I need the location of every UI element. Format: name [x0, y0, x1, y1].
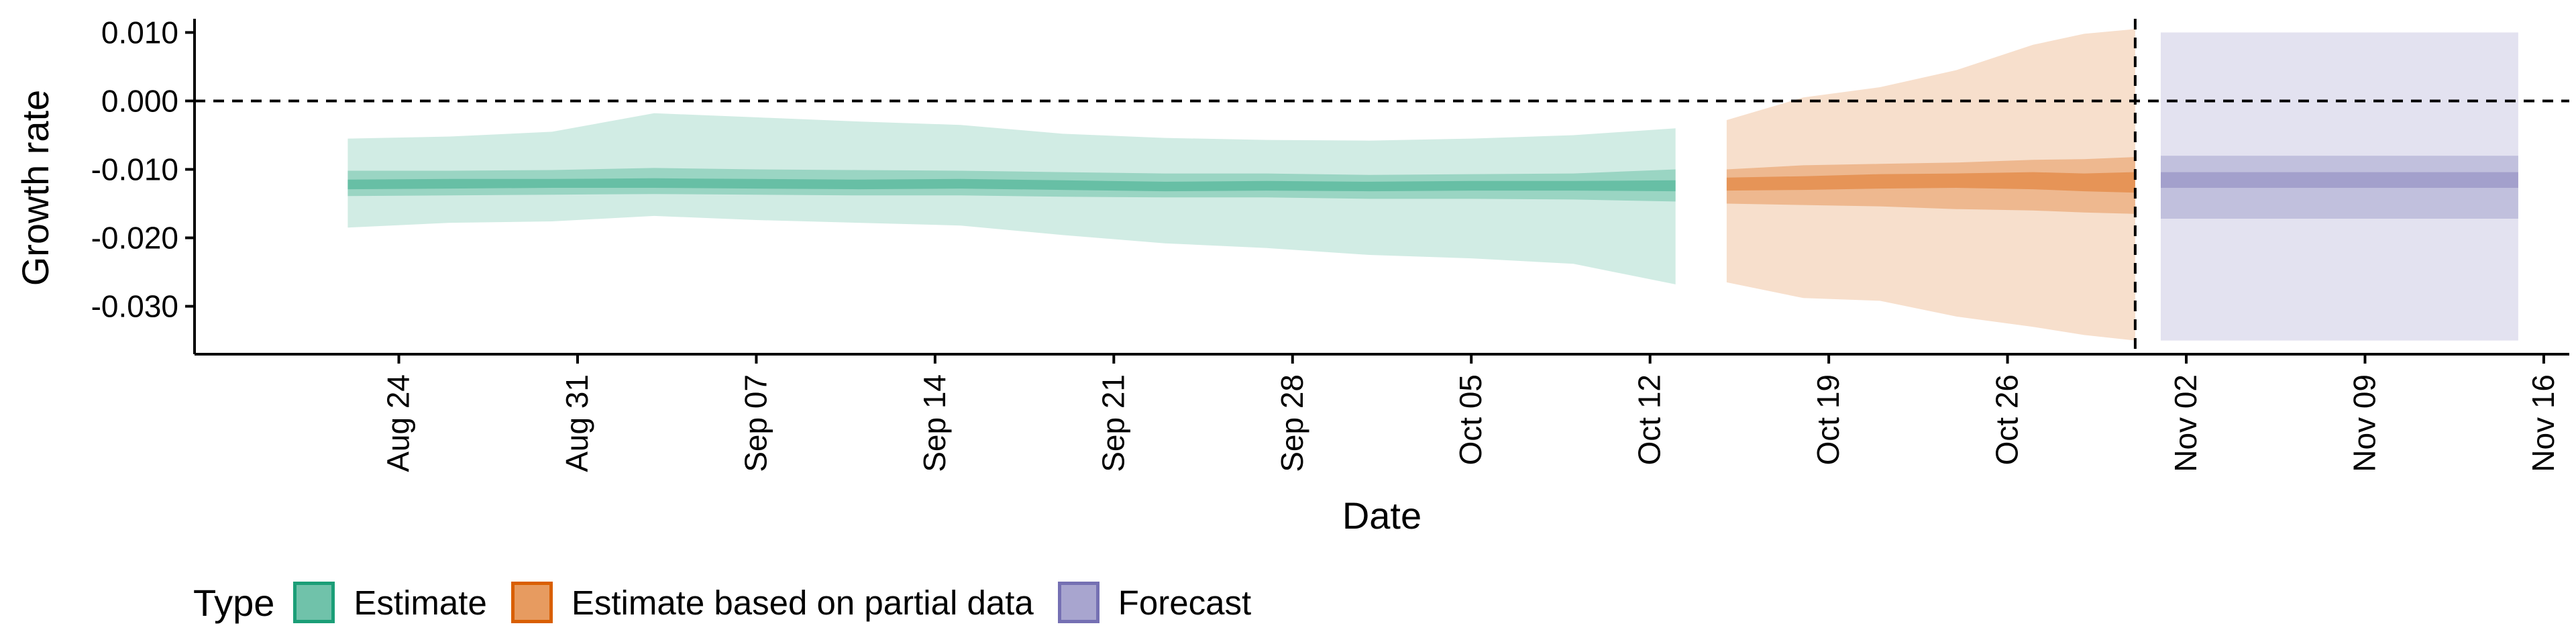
x-tick-label: Nov 02	[2168, 374, 2203, 472]
axes: -0.030 -0.020 -0.010 0.000 0.010 Aug 24 Aug 31…	[91, 15, 2569, 472]
legend-label-partial: Estimate based on partial data	[571, 583, 1034, 622]
y-axis-label: Growth rate	[14, 90, 56, 286]
x-tick-label: Sep 28	[1275, 374, 1309, 472]
x-tick-label: Oct 26	[1990, 374, 2025, 466]
band-90-series-1	[1726, 29, 2135, 341]
legend-item-forecast: Forecast	[1057, 582, 1252, 623]
legend-label-estimate: Estimate	[354, 583, 487, 622]
x-tick-label: Oct 12	[1632, 374, 1667, 466]
x-tick-label: Nov 16	[2526, 374, 2561, 472]
band-90-series-0	[347, 113, 1676, 284]
y-tick-label: 0.010	[101, 15, 178, 50]
band-20-series-2	[2161, 172, 2518, 188]
y-tick-label: -0.020	[91, 221, 178, 256]
legend: Type Estimate Estimate based on partial …	[193, 578, 1275, 627]
x-tick-label: Aug 31	[559, 374, 594, 472]
x-tick-label: Oct 05	[1453, 374, 1488, 466]
band-50-series-0	[347, 168, 1676, 202]
x-tick-label: Aug 24	[381, 374, 416, 472]
band-90-series-2	[2161, 32, 2518, 341]
legend-item-partial: Estimate based on partial data	[511, 582, 1034, 623]
x-axis-label: Date	[1342, 494, 1421, 537]
legend-item-estimate: Estimate	[293, 582, 487, 623]
x-tick-label: Oct 19	[1811, 374, 1845, 466]
y-tick-label: -0.030	[91, 289, 178, 324]
x-tick-label: Nov 09	[2347, 374, 2381, 472]
y-tick-label: -0.010	[91, 152, 178, 186]
band-50-series-2	[2161, 156, 2518, 219]
x-tick-label: Sep 07	[738, 374, 773, 472]
legend-key-forecast	[1057, 582, 1099, 623]
y-tick-label: 0.000	[101, 83, 178, 118]
legend-title: Type	[193, 581, 275, 624]
x-tick-label: Sep 21	[1095, 374, 1130, 472]
legend-key-estimate	[293, 582, 335, 623]
band-20-series-1	[1726, 172, 2135, 193]
legend-label-forecast: Forecast	[1118, 583, 1252, 622]
reference-lines	[195, 19, 2569, 354]
band-20-series-0	[347, 178, 1676, 192]
legend-key-partial	[511, 582, 553, 623]
uncertainty-bands	[347, 29, 2518, 341]
x-tick-label: Sep 14	[917, 374, 952, 472]
chart: -0.030 -0.020 -0.010 0.000 0.010 Aug 24 Aug 31…	[14, 15, 2569, 537]
band-50-series-1	[1726, 157, 2135, 214]
